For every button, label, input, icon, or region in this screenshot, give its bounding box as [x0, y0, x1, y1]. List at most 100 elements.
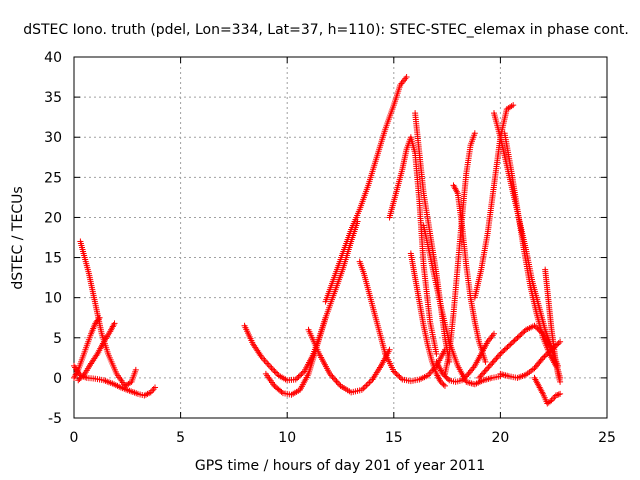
data-point: [464, 372, 471, 379]
data-point: [330, 375, 337, 382]
data-point: [274, 371, 281, 378]
data-point: [76, 376, 83, 383]
data-point: [80, 372, 87, 379]
axis-ticks: [73, 56, 608, 419]
series-arc-16: [441, 130, 478, 377]
data-point: [486, 362, 493, 369]
data-point: [521, 328, 528, 335]
data-point: [269, 366, 276, 373]
plot-frame: [73, 56, 608, 419]
data-point: [332, 376, 339, 383]
series-arc-24: [531, 374, 564, 407]
data-point: [461, 374, 468, 381]
series-arc-22: [497, 338, 564, 381]
data-point: [511, 337, 518, 344]
y-tick-label: 40: [44, 50, 62, 66]
y-tick-label: -5: [48, 411, 62, 427]
data-point: [538, 356, 545, 363]
data-point: [329, 373, 336, 380]
y-tick-label: 35: [44, 90, 62, 106]
y-axis-label: dSTEC / TECUs: [10, 186, 26, 289]
series-arc-20: [501, 130, 559, 369]
data-point: [443, 374, 450, 381]
data-point: [480, 370, 487, 377]
data-point: [555, 391, 562, 398]
data-point: [268, 365, 275, 372]
y-tick-label: 15: [44, 251, 62, 267]
y-tick-label: 5: [53, 331, 62, 347]
data-point: [482, 358, 489, 365]
x-tick-label: 5: [176, 430, 185, 446]
x-tick-label: 20: [491, 430, 509, 446]
x-axis-label: GPS time / hours of day 201 of year 2011: [195, 458, 485, 474]
data-point: [540, 354, 547, 361]
data-point: [392, 369, 399, 376]
data-point: [79, 373, 86, 380]
data-point: [333, 378, 340, 385]
data-point: [298, 371, 305, 378]
data-point: [507, 341, 514, 348]
data-point: [462, 373, 469, 380]
series-arc-02: [77, 238, 139, 389]
data-point: [364, 380, 371, 387]
series-arc-10: [382, 346, 448, 385]
data-point: [295, 373, 302, 380]
data-point: [552, 392, 559, 399]
data-point: [554, 392, 561, 399]
series-arc-21: [476, 322, 561, 381]
data-point: [505, 342, 512, 349]
y-tick-label: 30: [44, 130, 62, 146]
data-point: [513, 336, 520, 343]
data-point: [532, 324, 539, 331]
data-point: [477, 373, 484, 380]
data-point: [508, 340, 515, 347]
series-arc-18: [471, 102, 517, 301]
data-point: [397, 375, 404, 382]
series-arc-11: [386, 134, 440, 357]
data-point: [390, 368, 397, 375]
x-tick-label: 10: [278, 430, 296, 446]
grid: [74, 57, 607, 418]
data-point: [439, 380, 446, 387]
data-point: [396, 373, 403, 380]
data-point: [278, 388, 285, 395]
data-point: [299, 369, 306, 376]
data-point: [433, 350, 440, 357]
data-points: [71, 74, 564, 407]
chart-title: dSTEC Iono. truth (pdel, Lon=334, Lat=37…: [23, 22, 629, 38]
data-point: [510, 338, 517, 345]
data-point: [547, 348, 554, 355]
data-point: [395, 372, 402, 379]
data-point: [294, 375, 301, 382]
data-point: [95, 316, 102, 323]
data-point: [132, 366, 139, 373]
data-point: [538, 329, 545, 336]
series-arc-17: [450, 182, 489, 365]
data-point: [515, 333, 522, 340]
data-point: [514, 334, 521, 341]
data-point: [271, 368, 278, 375]
data-point: [500, 348, 507, 355]
data-point: [503, 345, 510, 352]
data-point: [366, 379, 373, 386]
data-point: [403, 74, 410, 81]
data-point: [493, 355, 500, 362]
data-point: [490, 358, 497, 365]
data-point: [547, 398, 554, 405]
data-point: [481, 368, 488, 375]
axis-tick-labels: 0 5 10 15 20 25 -5 0 5 10 15 20 25 30 35 40: [44, 50, 616, 446]
data-point: [386, 346, 393, 353]
data-point: [496, 352, 503, 359]
data-point: [504, 344, 511, 351]
data-point: [296, 372, 303, 379]
series-arc-07: [322, 74, 410, 305]
y-tick-label: 0: [53, 371, 62, 387]
data-point: [545, 349, 552, 356]
data-point: [518, 330, 525, 337]
data-point: [437, 378, 444, 385]
series-arc-09: [356, 258, 389, 357]
data-point: [501, 346, 508, 353]
data-point: [510, 102, 517, 109]
series-arc-15: [433, 330, 498, 385]
